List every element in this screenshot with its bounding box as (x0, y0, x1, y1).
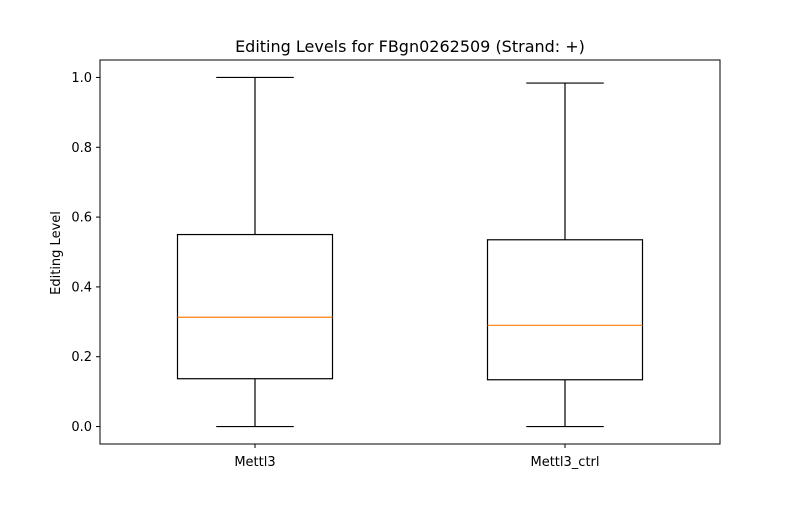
plot-area-frame (99, 59, 721, 445)
box-mettl3 (176, 76, 334, 428)
y-tick-label: 0.2 (71, 350, 92, 365)
y-axis-label: Editing Level (49, 211, 64, 295)
box-body (486, 239, 644, 381)
y-axis: 0.0 0.2 0.4 0.6 0.8 1.0 (71, 71, 100, 435)
y-tick-label: 0.6 (71, 211, 92, 226)
x-tick-label: Mettl3 (234, 455, 275, 470)
y-tick-label: 0.4 (71, 280, 92, 295)
y-tick-label: 0.8 (71, 141, 92, 156)
chart-title: Editing Levels for FBgn0262509 (Strand: … (235, 37, 585, 56)
box-body (176, 233, 334, 380)
y-tick-label: 0.0 (71, 420, 92, 435)
x-tick-label: Mettl3_ctrl (531, 455, 600, 470)
y-tick-label: 1.0 (71, 71, 92, 86)
box-mettl3-ctrl (486, 82, 644, 428)
box-group (176, 76, 644, 428)
x-axis: Mettl3 Mettl3_ctrl (234, 444, 600, 470)
